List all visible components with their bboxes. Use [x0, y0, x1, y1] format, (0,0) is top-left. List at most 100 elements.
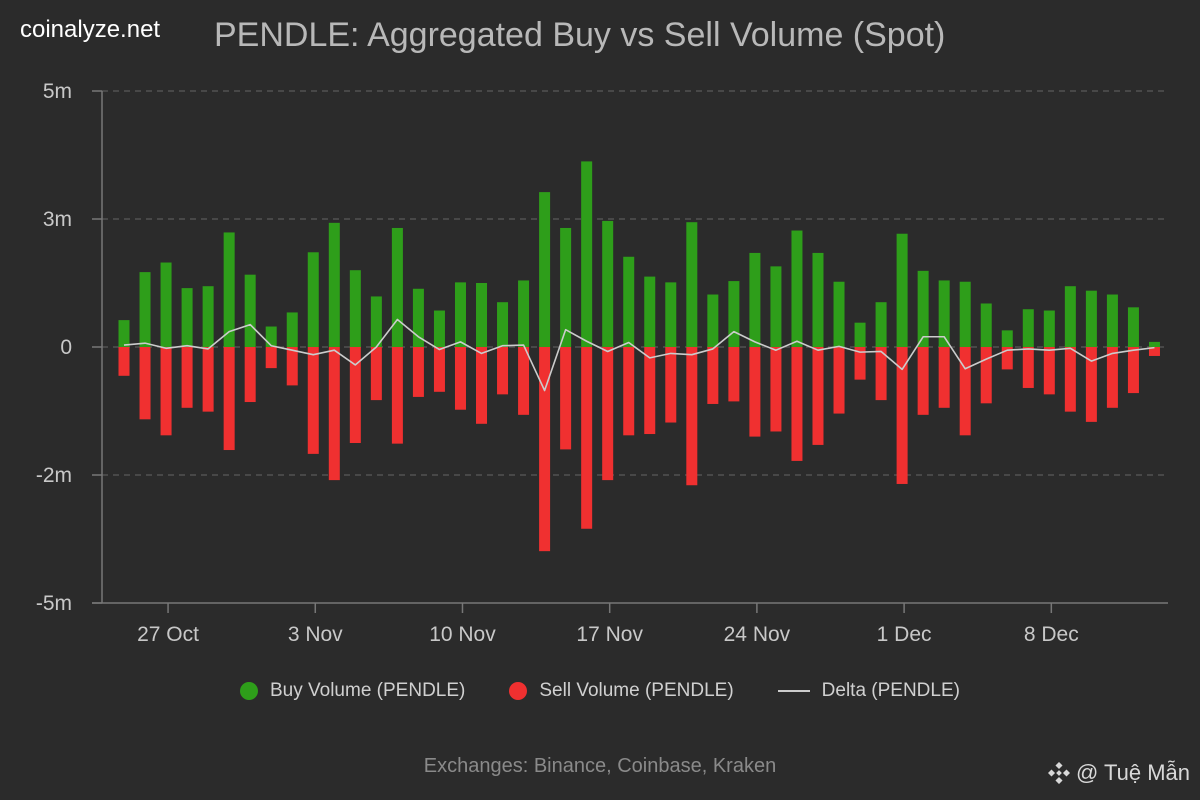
buy-bar[interactable]: [1085, 290, 1097, 347]
buy-bar[interactable]: [497, 302, 509, 347]
sell-bar[interactable]: [433, 347, 445, 392]
buy-bar[interactable]: [1043, 310, 1055, 347]
buy-bar[interactable]: [244, 274, 256, 347]
buy-bar[interactable]: [181, 288, 193, 347]
sell-bar[interactable]: [223, 347, 235, 451]
sell-bar[interactable]: [1022, 347, 1034, 388]
sell-bar[interactable]: [139, 347, 151, 420]
buy-bar[interactable]: [202, 286, 214, 347]
buy-bar[interactable]: [728, 281, 740, 347]
sell-bar[interactable]: [1127, 347, 1139, 394]
sell-bar[interactable]: [1064, 347, 1076, 412]
legend-item-sell[interactable]: Sell Volume (PENDLE): [509, 680, 734, 702]
buy-bar[interactable]: [581, 161, 593, 347]
buy-bar[interactable]: [476, 283, 488, 347]
buy-bar[interactable]: [560, 227, 572, 347]
sell-bar[interactable]: [539, 347, 551, 552]
sell-bar[interactable]: [412, 347, 424, 397]
buy-bar[interactable]: [1001, 330, 1013, 347]
sell-bar[interactable]: [854, 347, 866, 380]
buy-bar[interactable]: [749, 252, 761, 347]
sell-bar[interactable]: [518, 347, 530, 415]
buy-bar[interactable]: [454, 282, 466, 347]
buy-bar[interactable]: [833, 281, 845, 347]
buy-bar[interactable]: [118, 320, 130, 347]
buy-bar[interactable]: [1106, 294, 1118, 347]
delta-line[interactable]: [123, 318, 1155, 392]
buy-bar[interactable]: [980, 303, 992, 347]
buy-bar[interactable]: [875, 302, 887, 347]
legend-item-delta[interactable]: Delta (PENDLE): [777, 680, 960, 702]
buy-bar[interactable]: [433, 310, 445, 347]
sell-bar[interactable]: [476, 347, 488, 424]
buy-bar[interactable]: [1127, 307, 1139, 347]
sell-bar[interactable]: [959, 347, 971, 436]
buy-bar[interactable]: [539, 192, 551, 347]
buy-bar[interactable]: [623, 256, 635, 347]
buy-bar[interactable]: [665, 282, 677, 347]
sell-bar[interactable]: [833, 347, 845, 414]
sell-bar[interactable]: [686, 347, 698, 486]
sell-bar[interactable]: [286, 347, 298, 386]
sell-bar[interactable]: [244, 347, 256, 403]
sell-bar[interactable]: [307, 347, 319, 454]
sell-bar[interactable]: [791, 347, 803, 461]
buy-bar[interactable]: [160, 262, 172, 347]
buy-bar[interactable]: [686, 222, 698, 347]
sell-bar[interactable]: [602, 347, 614, 481]
buy-bar[interactable]: [286, 312, 298, 347]
sell-bar[interactable]: [328, 347, 340, 481]
sell-bar[interactable]: [265, 347, 277, 369]
sell-bar[interactable]: [917, 347, 929, 415]
sell-bar[interactable]: [181, 347, 193, 408]
sell-bar[interactable]: [202, 347, 214, 412]
buy-bar[interactable]: [938, 280, 950, 347]
buy-bar[interactable]: [223, 232, 235, 347]
buy-bar[interactable]: [328, 222, 340, 347]
sell-bar[interactable]: [623, 347, 635, 436]
buy-bar[interactable]: [139, 272, 151, 347]
buy-bar[interactable]: [812, 252, 824, 347]
buy-bar[interactable]: [370, 296, 382, 347]
buy-bar[interactable]: [1022, 309, 1034, 347]
buy-bar[interactable]: [917, 270, 929, 347]
buy-bar[interactable]: [265, 326, 277, 347]
sell-bar[interactable]: [644, 347, 656, 435]
sell-bar[interactable]: [497, 347, 509, 395]
buy-bar[interactable]: [644, 276, 656, 347]
sell-bar[interactable]: [896, 347, 908, 484]
sell-bar[interactable]: [1106, 347, 1118, 408]
legend-item-buy[interactable]: Buy Volume (PENDLE): [240, 680, 465, 702]
sell-bar[interactable]: [1085, 347, 1097, 422]
sell-bar[interactable]: [1043, 347, 1055, 395]
buy-bar[interactable]: [707, 294, 719, 347]
buy-bar[interactable]: [896, 233, 908, 347]
sell-bar[interactable]: [160, 347, 172, 436]
sell-bar[interactable]: [749, 347, 761, 437]
sell-bar[interactable]: [370, 347, 382, 401]
sell-bar[interactable]: [454, 347, 466, 410]
sell-bar[interactable]: [118, 347, 130, 376]
buy-bar[interactable]: [602, 220, 614, 347]
buy-bar[interactable]: [791, 230, 803, 347]
sell-bar[interactable]: [728, 347, 740, 402]
buy-bar[interactable]: [412, 288, 424, 347]
sell-bar[interactable]: [770, 347, 782, 432]
buy-bar[interactable]: [307, 252, 319, 347]
buy-bar[interactable]: [1148, 341, 1160, 347]
buy-bar[interactable]: [770, 266, 782, 347]
sell-bar[interactable]: [1148, 347, 1160, 356]
buy-bar[interactable]: [518, 280, 530, 347]
buy-bar[interactable]: [1064, 286, 1076, 347]
sell-bar[interactable]: [1001, 347, 1013, 370]
sell-bar[interactable]: [812, 347, 824, 445]
sell-bar[interactable]: [581, 347, 593, 529]
sell-bar[interactable]: [391, 347, 403, 444]
buy-bar[interactable]: [854, 322, 866, 347]
buy-bar[interactable]: [959, 281, 971, 347]
buy-bar[interactable]: [391, 227, 403, 347]
sell-bar[interactable]: [938, 347, 950, 408]
buy-bar[interactable]: [349, 270, 361, 347]
sell-bar[interactable]: [980, 347, 992, 404]
sell-bar[interactable]: [707, 347, 719, 404]
